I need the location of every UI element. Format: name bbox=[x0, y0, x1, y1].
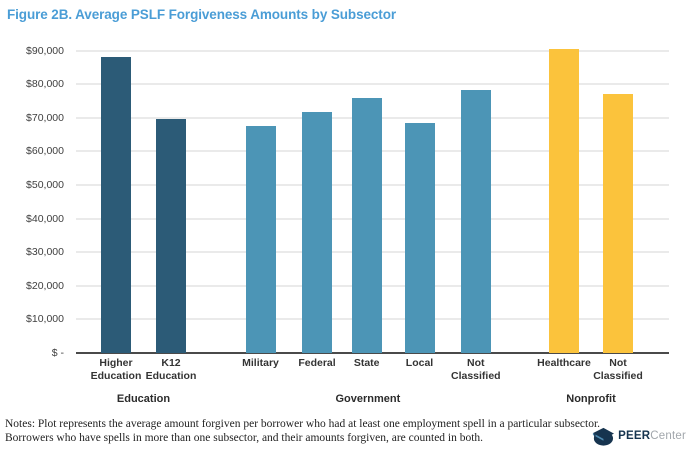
peer-center-logo: PEERCenter bbox=[590, 424, 686, 447]
x-axis-line bbox=[76, 352, 669, 354]
y-tick-label: $80,000 bbox=[26, 78, 64, 91]
x-tick-label: Not Classified bbox=[450, 357, 501, 382]
notes-line-1: Notes: Plot represents the average amoun… bbox=[5, 418, 601, 430]
bar-local bbox=[404, 122, 435, 353]
logo-text-center: Center bbox=[650, 429, 686, 442]
bar-k12-education bbox=[156, 119, 186, 353]
logo-text-peer: PEER bbox=[618, 429, 651, 442]
y-tick-label: $50,000 bbox=[26, 178, 64, 191]
y-grid-line bbox=[76, 49, 669, 52]
x-tick-label: Healthcare bbox=[537, 357, 591, 369]
bar-not-classified bbox=[460, 90, 491, 353]
x-tick-label: State bbox=[353, 357, 380, 369]
y-tick-label: $90,000 bbox=[26, 44, 64, 57]
y-tick-label: $ - bbox=[51, 347, 64, 359]
y-grid-line bbox=[76, 83, 669, 86]
bar-higher-education bbox=[101, 57, 131, 353]
notes-line-2: Borrowers who have spells in more than o… bbox=[5, 432, 484, 444]
x-tick-label: K12 Education bbox=[145, 357, 197, 382]
x-tick-label: Higher Education bbox=[90, 357, 142, 382]
group-label-government: Government bbox=[335, 393, 401, 405]
x-tick-label: Federal bbox=[298, 357, 336, 369]
chart-title: Figure 2B. Average PSLF Forgiveness Amou… bbox=[7, 7, 396, 22]
y-tick-label: $30,000 bbox=[26, 246, 64, 259]
y-tick-label: $60,000 bbox=[26, 145, 64, 158]
bar-healthcare bbox=[549, 49, 579, 353]
chart-notes: Notes: Plot represents the average amoun… bbox=[5, 417, 605, 445]
bar-not-classified bbox=[603, 94, 633, 353]
group-label-education: Education bbox=[116, 393, 171, 405]
group-label-nonprofit: Nonprofit bbox=[566, 393, 616, 405]
y-tick-label: $70,000 bbox=[26, 111, 64, 124]
bar-state bbox=[351, 97, 382, 353]
logo-text: PEERCenter bbox=[618, 430, 686, 442]
bar-military bbox=[245, 126, 276, 353]
x-tick-label: Not Classified bbox=[593, 357, 643, 382]
y-tick-label: $40,000 bbox=[26, 212, 64, 225]
graduation-cap-icon bbox=[590, 424, 615, 447]
x-tick-label: Military bbox=[242, 357, 279, 369]
bar-federal bbox=[302, 112, 332, 353]
x-tick-label: Local bbox=[405, 357, 434, 369]
y-tick-label: $10,000 bbox=[26, 313, 64, 326]
y-tick-label: $20,000 bbox=[26, 279, 64, 292]
